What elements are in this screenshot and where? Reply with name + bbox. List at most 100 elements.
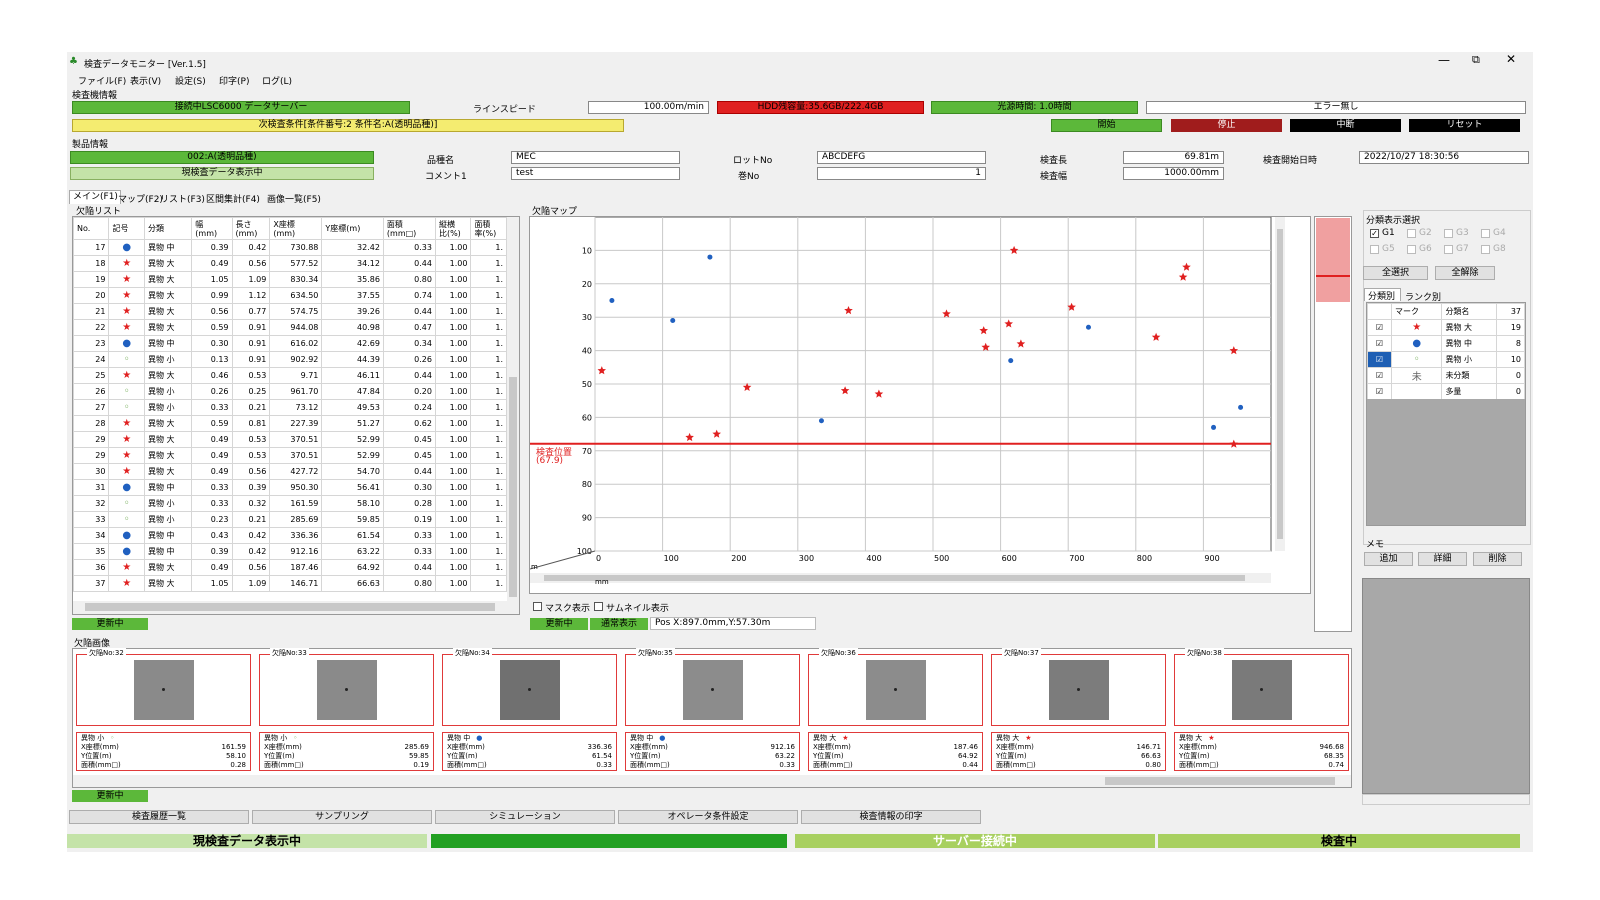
menu-print[interactable]: 印字(P)	[219, 77, 250, 87]
defect-point-large[interactable]	[712, 429, 721, 438]
category-checkbox[interactable]: ☑	[1367, 335, 1392, 352]
group-checkbox-g4[interactable]	[1481, 229, 1490, 238]
table-row[interactable]: 30 ★ 異物 大 0.49 0.56 427.72 54.70 0.44 1.00 1.	[73, 463, 507, 480]
category-checkbox[interactable]: ☑	[1367, 319, 1392, 336]
column-header[interactable]: 記号	[108, 217, 145, 240]
defect-point-large[interactable]	[1067, 302, 1076, 311]
memo-area[interactable]	[1362, 578, 1530, 794]
table-row[interactable]: 26 ◦ 異物 小 0.26 0.25 961.70 47.84 0.20 1.00 1.	[73, 383, 507, 400]
menu-log[interactable]: ログ(L)	[262, 77, 293, 87]
defect-point-large[interactable]	[1178, 272, 1188, 281]
table-row[interactable]: 32 ◦ 異物 小 0.33 0.32 161.59 58.10 0.28 1.00 1.	[73, 495, 507, 512]
images-hscroll-thumb[interactable]	[1105, 777, 1335, 785]
memo-detail-button[interactable]: 詳細	[1418, 552, 1467, 566]
table-row[interactable]: 17 ● 異物 中 0.39 0.42 730.88 32.42 0.33 1.00 1.	[73, 239, 507, 256]
pause-button[interactable]: 中断	[1290, 119, 1401, 132]
defect-image-card[interactable]: 欠陥No:37	[991, 648, 1166, 726]
list-vscrollbar[interactable]	[507, 217, 519, 601]
tab-by-rank[interactable]: ランク別	[1405, 293, 1442, 303]
category-row[interactable]: ☑ 多量 0	[1367, 383, 1525, 400]
tab-list[interactable]: リスト(F3)	[160, 195, 205, 205]
defect-point-large[interactable]	[840, 386, 850, 395]
defect-image-card[interactable]: 欠陥No:35	[625, 648, 800, 726]
category-checkbox[interactable]: ☑	[1367, 367, 1392, 384]
tab-images[interactable]: 画像一覧(F5)	[267, 195, 321, 205]
menu-file[interactable]: ファイル(F)	[78, 77, 127, 87]
tab-map[interactable]: マップ(F2)	[118, 195, 163, 205]
table-row[interactable]: 29 ★ 異物 大 0.49 0.53 370.51 52.99 0.45 1.00 1.	[73, 447, 507, 464]
defect-point-medium[interactable]	[818, 418, 824, 424]
table-row[interactable]: 33 ◦ 異物 小 0.23 0.21 285.69 59.85 0.19 1.00 1.	[73, 511, 507, 528]
table-row[interactable]: 34 ● 異物 中 0.43 0.42 336.36 61.54 0.33 1.00 1.	[73, 527, 507, 544]
column-header[interactable]: X座標 (mm)	[269, 217, 323, 240]
map-vscroll-thumb[interactable]	[1277, 229, 1283, 539]
defect-point-medium[interactable]	[1008, 358, 1014, 364]
table-row[interactable]: 27 ◦ 異物 小 0.33 0.21 73.12 49.53 0.24 1.00 1.	[73, 399, 507, 416]
defect-image-card[interactable]: 欠陥No:34	[442, 648, 617, 726]
mask-checkbox[interactable]	[533, 602, 542, 611]
group-checkbox-g7[interactable]	[1444, 245, 1453, 254]
table-row[interactable]: 19 ★ 異物 大 1.05 1.09 830.34 35.86 0.80 1.00 1.	[73, 271, 507, 288]
defect-image-card[interactable]: 欠陥No:33	[259, 648, 434, 726]
group-checkbox-g3[interactable]	[1444, 229, 1453, 238]
stop-button[interactable]: 停止	[1171, 119, 1282, 132]
category-checkbox[interactable]: ☑	[1367, 351, 1392, 368]
defect-point-medium[interactable]	[1238, 404, 1244, 410]
defect-point-large[interactable]	[942, 309, 951, 318]
table-row[interactable]: 18 ★ 異物 大 0.49 0.56 577.52 34.12 0.44 1.00 1.	[73, 255, 507, 272]
column-header[interactable]: 幅 (mm)	[191, 217, 233, 240]
reset-button[interactable]: リセット	[1409, 119, 1520, 132]
map-hscroll-thumb[interactable]	[544, 575, 1245, 581]
memo-hscrollbar[interactable]	[1362, 794, 1530, 805]
defect-image-card[interactable]: 欠陥No:32	[76, 648, 251, 726]
category-row[interactable]: ☑ ★ 異物 大 19	[1367, 319, 1525, 336]
tab-section[interactable]: 区間集計(F4)	[206, 195, 260, 205]
category-checkbox[interactable]: ☑	[1367, 383, 1392, 400]
table-row[interactable]: 20 ★ 異物 大 0.99 1.12 634.50 37.55 0.74 1.00 1.	[73, 287, 507, 304]
defect-point-large[interactable]	[1004, 319, 1013, 328]
tab-by-category[interactable]: 分類別	[1364, 288, 1401, 302]
defect-point-large[interactable]	[1016, 339, 1026, 348]
defect-point-medium[interactable]	[609, 298, 615, 303]
bottom-button-0[interactable]: 検査履歴一覧	[69, 810, 249, 824]
defect-point-medium[interactable]	[707, 254, 713, 260]
table-row[interactable]: 25 ★ 異物 大 0.46 0.53 9.71 46.11 0.44 1.00 1.	[73, 367, 507, 384]
defect-point-large[interactable]	[1229, 346, 1239, 355]
bottom-button-4[interactable]: 検査情報の印字	[801, 810, 981, 824]
start-button[interactable]: 開始	[1051, 119, 1162, 132]
defect-image-card[interactable]: 欠陥No:36	[808, 648, 983, 726]
defect-point-large[interactable]	[979, 326, 988, 335]
group-checkbox-g6[interactable]	[1407, 245, 1416, 254]
defect-point-medium[interactable]	[670, 318, 676, 324]
table-row[interactable]: 36 ★ 異物 大 0.49 0.56 187.46 64.92 0.44 1.00 1.	[73, 559, 507, 576]
group-checkbox-g1[interactable]: ✓	[1370, 229, 1379, 238]
table-row[interactable]: 31 ● 異物 中 0.33 0.39 950.30 56.41 0.30 1.00 1.	[73, 479, 507, 496]
bottom-button-3[interactable]: オペレータ条件設定	[618, 810, 798, 824]
memo-delete-button[interactable]: 削除	[1473, 552, 1522, 566]
column-header[interactable]: 長さ (mm)	[231, 217, 271, 240]
column-header[interactable]: Y座標(m)	[321, 217, 384, 240]
select-all-button[interactable]: 全選択	[1363, 266, 1428, 280]
menu-settings[interactable]: 設定(S)	[175, 77, 206, 87]
table-row[interactable]: 29 ★ 異物 大 0.49 0.53 370.51 52.99 0.45 1.00 1.	[73, 431, 507, 448]
defect-point-large[interactable]	[1229, 439, 1239, 448]
bottom-button-2[interactable]: シミュレーション	[435, 810, 615, 824]
list-hscrollbar[interactable]	[73, 601, 519, 614]
column-header[interactable]: No.	[73, 217, 110, 240]
column-header[interactable]: 面積 率(%)	[470, 217, 507, 240]
column-header[interactable]: 分類	[143, 217, 193, 240]
defect-point-large[interactable]	[981, 342, 990, 351]
table-row[interactable]: 28 ★ 異物 大 0.59 0.81 227.39 51.27 0.62 1.00 1.	[73, 415, 507, 432]
defect-point-medium[interactable]	[1211, 424, 1217, 430]
tab-main[interactable]: メイン(F1)	[69, 190, 121, 204]
table-row[interactable]: 22 ★ 異物 大 0.59 0.91 944.08 40.98 0.47 1.00 1.	[73, 319, 507, 336]
column-header[interactable]: 面積 (mm□)	[382, 217, 436, 240]
bottom-button-1[interactable]: サンプリング	[252, 810, 432, 824]
map-mode[interactable]: 通常表示	[590, 618, 648, 630]
close-icon[interactable]: ✕	[1506, 52, 1517, 66]
defect-point-medium[interactable]	[1085, 324, 1091, 330]
defect-point-large[interactable]	[844, 306, 853, 315]
group-checkbox-g8[interactable]	[1481, 245, 1490, 254]
menu-view[interactable]: 表示(V)	[130, 77, 162, 87]
